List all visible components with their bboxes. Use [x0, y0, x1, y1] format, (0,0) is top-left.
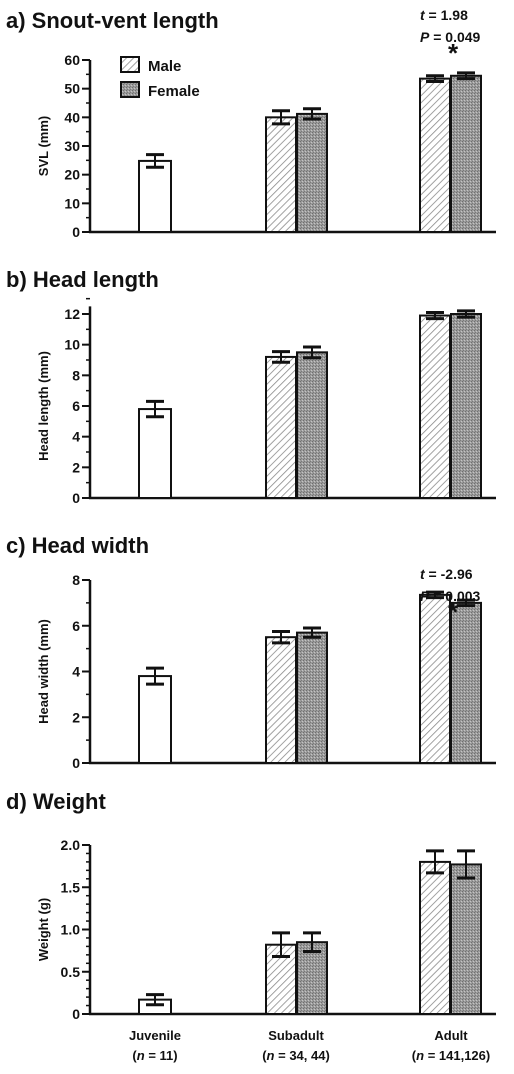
y-tick-label: 10: [64, 195, 80, 211]
t-statistic: t = -2.96: [420, 566, 473, 582]
subadult-male-bar-error-bar: [272, 931, 290, 959]
y-tick-label: 1.5: [61, 879, 81, 895]
adult-female-bar-error-bar: [457, 598, 475, 608]
y-tick-label: 6: [72, 398, 80, 414]
y-tick-label: 40: [64, 109, 80, 125]
juvenile-bar: [138, 675, 172, 765]
y-tick-label: 0.5: [61, 964, 81, 980]
adult-male-bar: [419, 860, 451, 1016]
subadult-female-bar: [296, 351, 328, 500]
subadult-male-bar: [265, 355, 297, 499]
panel-title: a) Snout-vent length: [6, 8, 219, 33]
y-tick-label: 30: [64, 138, 80, 154]
panel-title: c) Head width: [6, 533, 149, 558]
y-tick-label: 8: [72, 367, 80, 383]
y-tick-label: 60: [64, 52, 80, 68]
panel-title: d) Weight: [6, 789, 106, 814]
y-tick-label: 4: [72, 664, 80, 680]
panel-3: c) Head width Head width (mm) 0 2 4 6 8 t = -2.…: [6, 533, 496, 771]
subadult-male-bar: [265, 116, 297, 233]
y-tick-label: 2.0: [61, 837, 81, 853]
juvenile-bar-error-bar: [146, 993, 164, 1007]
panel-2: b) Head length Head length (mm) 0 2 4 6 8 10 12: [6, 267, 496, 506]
juvenile-bar-error-bar: [146, 399, 164, 419]
juvenile-bar-error-bar: [146, 666, 164, 686]
t-statistic: t = 1.98: [420, 7, 468, 23]
y-tick-label: 0: [72, 755, 80, 771]
adult-male-bar-error-bar: [426, 310, 444, 321]
adult-male-bar: [419, 77, 451, 233]
y-tick-label: 10: [64, 337, 80, 353]
y-tick-label: 0: [72, 1006, 80, 1022]
legend-male-swatch: [120, 56, 140, 73]
subadult-male-bar-error-bar: [272, 350, 290, 364]
subadult-female-bar: [296, 112, 328, 233]
adult-male-bar: [419, 593, 451, 765]
subadult-female-bar-error-bar: [303, 626, 321, 639]
significance-star: *: [448, 38, 459, 68]
p-value: P = 0.049: [420, 29, 481, 45]
panel-title: b) Head length: [6, 267, 159, 292]
category-label: Subadult: [268, 1028, 324, 1043]
legend-male-label: Male: [148, 58, 181, 75]
p-value: P = 0.003: [420, 588, 481, 604]
adult-male-bar-error-bar: [426, 590, 444, 600]
subadult-male-bar-error-bar: [272, 109, 290, 126]
y-tick-label: 12: [64, 306, 80, 322]
legend-female-swatch: [120, 81, 140, 98]
y-tick-label: 50: [64, 81, 80, 97]
juvenile-bar: [138, 408, 172, 500]
subadult-female-bar-error-bar: [303, 107, 321, 121]
adult-female-bar-error-bar: [457, 849, 475, 880]
panel-1: a) Snout-vent length SVL (mm) 0 10 20 30 40 50 6…: [6, 7, 496, 240]
significance-star: *: [448, 597, 459, 627]
category-sample-size: (n = 34, 44): [262, 1048, 330, 1063]
y-tick-label: 0: [72, 490, 80, 506]
category-label: Juvenile: [129, 1028, 181, 1043]
y-axis-label: Head width (mm): [36, 619, 51, 724]
y-tick-label: 20: [64, 167, 80, 183]
y-axis-label: Weight (g): [36, 898, 51, 961]
y-tick-label: 8: [72, 572, 80, 588]
category-sample-size: (n = 141,126): [412, 1048, 490, 1063]
adult-female-bar: [450, 313, 482, 499]
y-axis-label: Head length (mm): [36, 351, 51, 461]
y-tick-label: 2: [72, 459, 80, 475]
y-tick-label: 0: [72, 224, 80, 240]
legend: Male Female: [120, 56, 200, 100]
subadult-male-bar: [265, 636, 297, 764]
adult-male-bar-error-bar: [426, 849, 444, 875]
subadult-female-bar: [296, 941, 328, 1015]
subadult-female-bar: [296, 631, 328, 764]
subadult-female-bar-error-bar: [303, 931, 321, 953]
y-axis-label: SVL (mm): [36, 116, 51, 176]
legend-female-label: Female: [148, 83, 200, 100]
category-sample-size: (n = 11): [132, 1048, 177, 1063]
juvenile-bar: [138, 159, 172, 233]
y-tick-label: 6: [72, 618, 80, 634]
adult-female-bar: [450, 863, 482, 1015]
adult-male-bar: [419, 314, 451, 499]
panel-4: d) Weight Weight (g) 0 0.5 1.0 1.5 2.0: [6, 789, 496, 1022]
juvenile-bar-error-bar: [146, 153, 164, 169]
adult-female-bar-error-bar: [457, 309, 475, 319]
category-labels: Juvenile (n = 11) Subadult (n = 34, 44) Adul…: [129, 1028, 490, 1063]
adult-female-bar-error-bar: [457, 71, 475, 81]
adult-male-bar-error-bar: [426, 74, 444, 83]
subadult-female-bar-error-bar: [303, 345, 321, 360]
category-label: Adult: [434, 1028, 468, 1043]
y-tick-label: 2: [72, 709, 80, 725]
subadult-male-bar-error-bar: [272, 629, 290, 645]
y-tick-label: 1.0: [61, 922, 81, 938]
y-tick-label: 4: [72, 429, 80, 445]
adult-female-bar: [450, 74, 482, 234]
